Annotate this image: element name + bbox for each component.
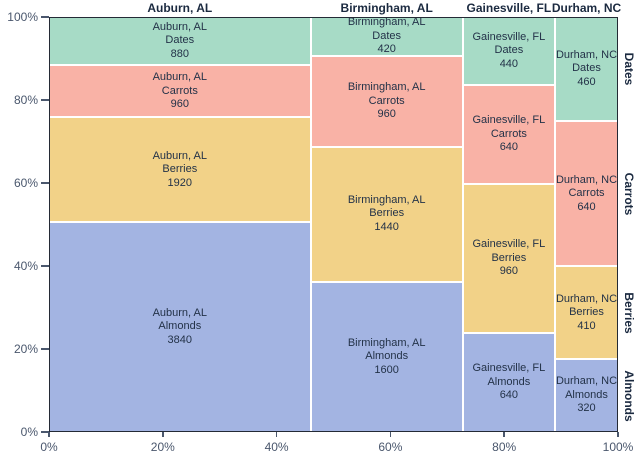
row-label-dates: Dates <box>622 52 636 86</box>
cell-city-label: Birmingham, AL <box>347 336 426 349</box>
cell-value-label: 1600 <box>374 363 399 376</box>
x-tick-mark <box>389 432 392 437</box>
row-label-carrots: Carrots <box>622 172 636 216</box>
cell-value-label: 1920 <box>167 176 193 189</box>
cell-category-label: Almonds <box>365 350 409 363</box>
cell-value-label: 320 <box>577 402 596 415</box>
x-tick-mark <box>48 432 50 437</box>
row-label-almonds: Almonds <box>622 370 636 422</box>
plot-frame <box>49 17 618 432</box>
x-tick-label: 0% <box>40 440 58 454</box>
cell-city-label: Auburn, AL <box>152 71 208 83</box>
cell-city-label: Birmingham, AL <box>347 16 426 29</box>
mosaic-cell-gainesville-fl-berries: Gainesville, FL Berries 960 <box>463 185 554 332</box>
cell-category-label: Dates <box>372 29 402 42</box>
cell-category-label: Dates <box>165 34 195 47</box>
cell-city-label: Auburn, AL <box>152 149 208 162</box>
mosaic-cell-gainesville-fl-almonds: Gainesville, FL Almonds 640 <box>463 333 554 431</box>
cell-city-label: Durham, NC <box>555 173 618 186</box>
column-header-birmingham-al: Birmingham, AL <box>340 1 433 15</box>
mosaic-cell-birmingham-al-berries: Birmingham, AL Berries 1440 <box>311 147 462 281</box>
cell-value-label: 460 <box>577 75 596 88</box>
cell-value-label: 410 <box>577 319 596 332</box>
mosaic-cell-auburn-al-berries: Auburn, AL Berries 1920 <box>50 118 310 222</box>
x-tick-mark <box>162 432 164 437</box>
y-tick-mark <box>41 99 49 101</box>
cell-city-label: Gainesville, FL <box>472 114 546 127</box>
cell-city-label: Gainesville, FL <box>472 362 546 375</box>
cell-city-label: Durham, NC <box>555 48 618 61</box>
y-tick-label: 20% <box>13 342 38 356</box>
cell-category-label: Almonds <box>487 375 531 388</box>
plot-area: Auburn, AL Almonds 3840 Auburn, AL Berries 19… <box>49 16 618 432</box>
cell-value-label: 1440 <box>374 220 399 233</box>
y-tick-mark <box>41 431 49 433</box>
column-header-durham-nc: Durham, NC <box>551 1 622 15</box>
cell-category-label: Berries <box>369 207 405 220</box>
cell-category-label: Dates <box>572 62 601 75</box>
row-label-berries: Berries <box>622 292 636 334</box>
cell-city-label: Birmingham, AL <box>347 193 426 206</box>
mosaic-cell-durham-nc-berries: Durham, NC Berries 410 <box>555 267 618 359</box>
mosaic-cell-auburn-al-carrots: Auburn, AL Carrots 960 <box>50 66 310 117</box>
mosaic-cell-gainesville-fl-carrots: Gainesville, FL Carrots 640 <box>463 86 554 184</box>
x-tick-mark <box>275 432 278 437</box>
cell-category-label: Carrots <box>490 127 527 140</box>
x-tick-label: 100% <box>602 440 634 454</box>
cell-value-label: 440 <box>499 57 519 70</box>
mosaic-cell-durham-nc-almonds: Durham, NC Almonds 320 <box>556 360 617 431</box>
mosaic-cell-birmingham-al-almonds: Birmingham, AL Almonds 1600 <box>311 282 462 431</box>
cell-value-label: 640 <box>499 141 519 154</box>
mosaic-cell-birmingham-al-carrots: Birmingham, AL Carrots 960 <box>311 57 462 146</box>
cell-category-label: Carrots <box>368 94 405 107</box>
cell-category-label: Berries <box>569 306 604 319</box>
column-header-gainesville-fl: Gainesville, FL <box>466 1 552 15</box>
cell-city-label: Gainesville, FL <box>472 30 546 43</box>
y-tick-label: 0% <box>20 425 38 439</box>
y-tick-label: 40% <box>13 259 38 273</box>
cell-category-label: Almonds <box>565 388 608 401</box>
cell-category-label: Dates <box>494 44 524 57</box>
y-tick-label: 60% <box>13 176 38 190</box>
cell-city-label: Durham, NC <box>555 292 618 305</box>
y-tick-mark <box>41 265 49 267</box>
y-tick-mark <box>41 182 49 184</box>
mosaic-cell-durham-nc-dates: Durham, NC Dates 460 <box>555 18 618 121</box>
cell-category-label: Carrots <box>568 187 605 200</box>
mosaic-cell-gainesville-fl-dates: Gainesville, FL Dates 440 <box>463 18 554 85</box>
cell-category-label: Berries <box>162 163 198 176</box>
x-tick-mark <box>503 432 505 437</box>
y-tick-label: 80% <box>13 93 38 107</box>
y-tick-mark <box>41 348 49 350</box>
cell-value-label: 960 <box>499 265 519 278</box>
mosaic-cell-auburn-al-almonds: Auburn, AL Almonds 3840 <box>50 223 310 431</box>
cell-value-label: 880 <box>170 47 189 60</box>
cell-category-label: Berries <box>491 251 527 264</box>
cell-city-label: Birmingham, AL <box>347 81 426 94</box>
y-tick-mark <box>41 16 49 18</box>
cell-value-label: 420 <box>377 43 396 56</box>
x-tick-label: 60% <box>378 440 403 454</box>
mosaic-cell-auburn-al-dates: Auburn, AL Dates 880 <box>50 18 310 65</box>
cell-value-label: 640 <box>499 389 519 402</box>
cell-category-label: Carrots <box>161 84 198 97</box>
cell-value-label: 640 <box>577 200 596 213</box>
x-tick-label: 40% <box>264 440 289 454</box>
cell-value-label: 960 <box>170 98 189 110</box>
x-tick-mark <box>617 432 619 437</box>
cell-category-label: Almonds <box>158 320 202 333</box>
y-tick-label: 100% <box>7 10 38 24</box>
cell-city-label: Gainesville, FL <box>472 238 546 251</box>
mosaic-cell-birmingham-al-dates: Birmingham, AL Dates 420 <box>311 16 462 56</box>
column-header-auburn-al: Auburn, AL <box>147 1 213 15</box>
x-tick-label: 80% <box>492 440 517 454</box>
cell-city-label: Auburn, AL <box>152 20 208 33</box>
mosaic-cell-durham-nc-carrots: Durham, NC Carrots 640 <box>555 122 618 266</box>
x-tick-label: 20% <box>150 440 175 454</box>
cell-value-label: 3840 <box>167 333 193 346</box>
cell-value-label: 960 <box>377 108 396 121</box>
cell-city-label: Durham, NC <box>555 375 618 388</box>
cell-city-label: Auburn, AL <box>152 306 208 319</box>
